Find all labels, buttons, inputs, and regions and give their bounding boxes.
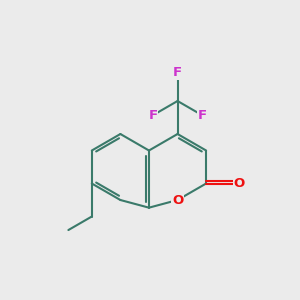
Text: O: O <box>172 194 183 206</box>
Text: F: F <box>197 109 206 122</box>
Text: F: F <box>173 67 182 80</box>
Text: F: F <box>149 109 158 122</box>
Text: O: O <box>233 177 245 190</box>
